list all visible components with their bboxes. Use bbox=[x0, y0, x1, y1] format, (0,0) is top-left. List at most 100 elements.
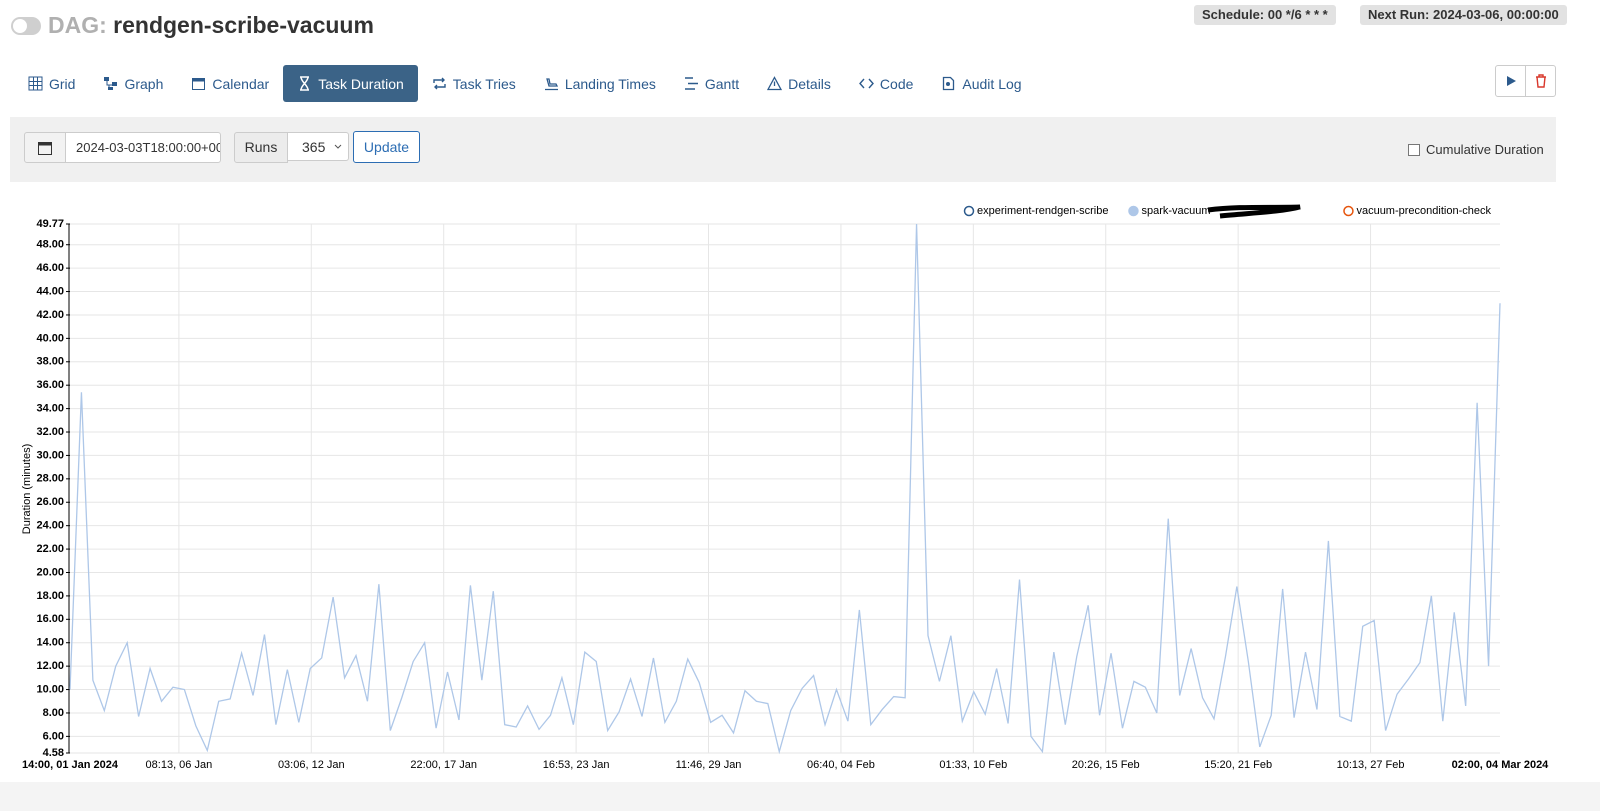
runs-select[interactable]: 365 bbox=[287, 132, 349, 161]
x-tick-label: 08:13, 06 Jan bbox=[146, 759, 213, 771]
next-run-badge: Next Run: 2024-03-06, 00:00:00 bbox=[1360, 5, 1567, 25]
x-tick-label: 06:40, 04 Feb bbox=[807, 759, 875, 771]
icon bbox=[104, 77, 118, 90]
y-tick-label: 28.00 bbox=[36, 473, 64, 485]
delete-button[interactable] bbox=[1525, 66, 1555, 96]
x-tick-label: 20:26, 15 Feb bbox=[1072, 759, 1140, 771]
x-tick-label: 02:00, 04 Mar 2024 bbox=[1452, 759, 1550, 771]
tab-label: Audit Log bbox=[962, 75, 1022, 92]
schedule-badge: Schedule: 00 */6 * * * bbox=[1194, 5, 1336, 25]
y-tick-label: 4.58 bbox=[43, 747, 64, 759]
icon bbox=[858, 78, 874, 89]
y-tick-label: 14.00 bbox=[36, 637, 64, 649]
tab[interactable]: Details bbox=[753, 65, 845, 102]
tab[interactable]: Landing Times bbox=[530, 65, 670, 102]
y-tick-label: 34.00 bbox=[36, 403, 64, 415]
x-tick-label: 16:53, 23 Jan bbox=[543, 759, 610, 771]
y-axis-label: Duration (minutes) bbox=[21, 444, 33, 534]
tab-label: Graph bbox=[124, 75, 164, 92]
x-tick-label: 11:46, 29 Jan bbox=[676, 759, 742, 771]
update-button[interactable]: Update bbox=[353, 131, 420, 163]
x-tick-label: 10:13, 27 Feb bbox=[1337, 759, 1405, 771]
icon bbox=[1535, 74, 1546, 88]
tab[interactable]: Code bbox=[845, 65, 927, 102]
tab-label: Task Duration bbox=[318, 75, 404, 92]
icon bbox=[544, 78, 558, 91]
y-tick-label: 24.00 bbox=[36, 520, 64, 532]
tab-label: Gantt bbox=[704, 75, 740, 92]
tab[interactable]: Grid bbox=[14, 65, 89, 102]
tab[interactable]: Task Tries bbox=[418, 65, 530, 102]
y-tick-label: 30.00 bbox=[36, 449, 64, 461]
trigger-button[interactable] bbox=[1496, 66, 1525, 96]
y-tick-label: 32.00 bbox=[36, 426, 64, 438]
x-tick-label: 03:06, 12 Jan bbox=[278, 759, 345, 771]
x-tick-label: 22:00, 17 Jan bbox=[410, 759, 477, 771]
cumulative-checkbox[interactable]: Cumulative Duration bbox=[1408, 142, 1544, 157]
x-tick-label: 14:00, 01 Jan 2024 bbox=[22, 759, 119, 771]
icon bbox=[28, 76, 43, 91]
tab[interactable]: Audit Log bbox=[927, 65, 1035, 102]
legend-label: vacuum-precondition-check bbox=[1356, 205, 1491, 217]
date-input[interactable]: 2024-03-03T18:00:00+00 bbox=[65, 132, 221, 163]
legend-marker bbox=[1128, 205, 1139, 217]
icon bbox=[1506, 76, 1516, 86]
x-tick-label: 15:20, 21 Feb bbox=[1204, 759, 1272, 771]
y-tick-label: 10.00 bbox=[36, 683, 64, 695]
legend-marker bbox=[1343, 205, 1354, 217]
y-tick-label: 49.77 bbox=[36, 218, 64, 230]
y-tick-label: 16.00 bbox=[36, 613, 64, 625]
y-tick-label: 26.00 bbox=[36, 496, 64, 508]
y-tick-label: 20.00 bbox=[36, 566, 64, 578]
icon bbox=[38, 141, 52, 155]
checkbox-label: Cumulative Duration bbox=[1426, 142, 1544, 157]
tab[interactable]: Gantt bbox=[670, 65, 753, 102]
tab-bar: Grid Graph Calendar Task Duration Task T… bbox=[14, 65, 1036, 102]
y-tick-label: 38.00 bbox=[36, 356, 64, 368]
tab-label: Calendar bbox=[212, 75, 270, 92]
runs-value: 365 bbox=[302, 139, 326, 155]
y-tick-label: 36.00 bbox=[36, 379, 64, 391]
tab-label: Landing Times bbox=[564, 75, 656, 92]
tab[interactable]: Calendar bbox=[177, 65, 283, 102]
y-tick-label: 22.00 bbox=[36, 543, 64, 555]
redaction bbox=[1207, 204, 1301, 219]
icon bbox=[192, 78, 206, 90]
tab-label: Grid bbox=[49, 75, 76, 92]
footer-strip bbox=[0, 782, 1600, 811]
calendar-button[interactable] bbox=[24, 132, 66, 163]
y-tick-label: 18.00 bbox=[36, 590, 64, 602]
icon bbox=[684, 77, 698, 90]
y-tick-label: 48.00 bbox=[36, 239, 64, 251]
y-tick-label: 44.00 bbox=[36, 285, 64, 297]
icon bbox=[943, 76, 955, 91]
x-tick-label: 01:33, 10 Feb bbox=[939, 759, 1007, 771]
icon bbox=[334, 144, 342, 149]
tab[interactable]: Graph bbox=[89, 65, 177, 102]
y-tick-label: 12.00 bbox=[36, 660, 64, 672]
tab-label: Details bbox=[788, 75, 831, 92]
icon bbox=[433, 77, 446, 90]
legend-label: spark-vacuum bbox=[1141, 205, 1210, 217]
tab-label: Task Tries bbox=[452, 75, 516, 92]
y-tick-label: 8.00 bbox=[43, 707, 64, 719]
action-buttons bbox=[1495, 65, 1556, 97]
y-tick-label: 42.00 bbox=[36, 309, 64, 321]
dag-prefix: DAG: bbox=[48, 12, 107, 38]
legend-marker bbox=[963, 205, 975, 217]
tab[interactable]: Task Duration bbox=[283, 65, 418, 102]
icon bbox=[767, 76, 783, 91]
y-tick-label: 40.00 bbox=[36, 332, 64, 344]
dag-title: DAG: rendgen-scribe-vacuum bbox=[48, 12, 374, 39]
y-tick-label: 6.00 bbox=[43, 730, 64, 742]
line bbox=[69, 223, 1501, 755]
icon bbox=[300, 76, 310, 91]
pause-toggle[interactable] bbox=[11, 17, 41, 35]
dag-id: rendgen-scribe-vacuum bbox=[113, 12, 374, 38]
y-tick-label: 46.00 bbox=[36, 262, 64, 274]
tab-label: Code bbox=[879, 75, 914, 92]
legend-label: experiment-rendgen-scribe bbox=[977, 205, 1108, 217]
checkbox[interactable] bbox=[1408, 143, 1420, 156]
